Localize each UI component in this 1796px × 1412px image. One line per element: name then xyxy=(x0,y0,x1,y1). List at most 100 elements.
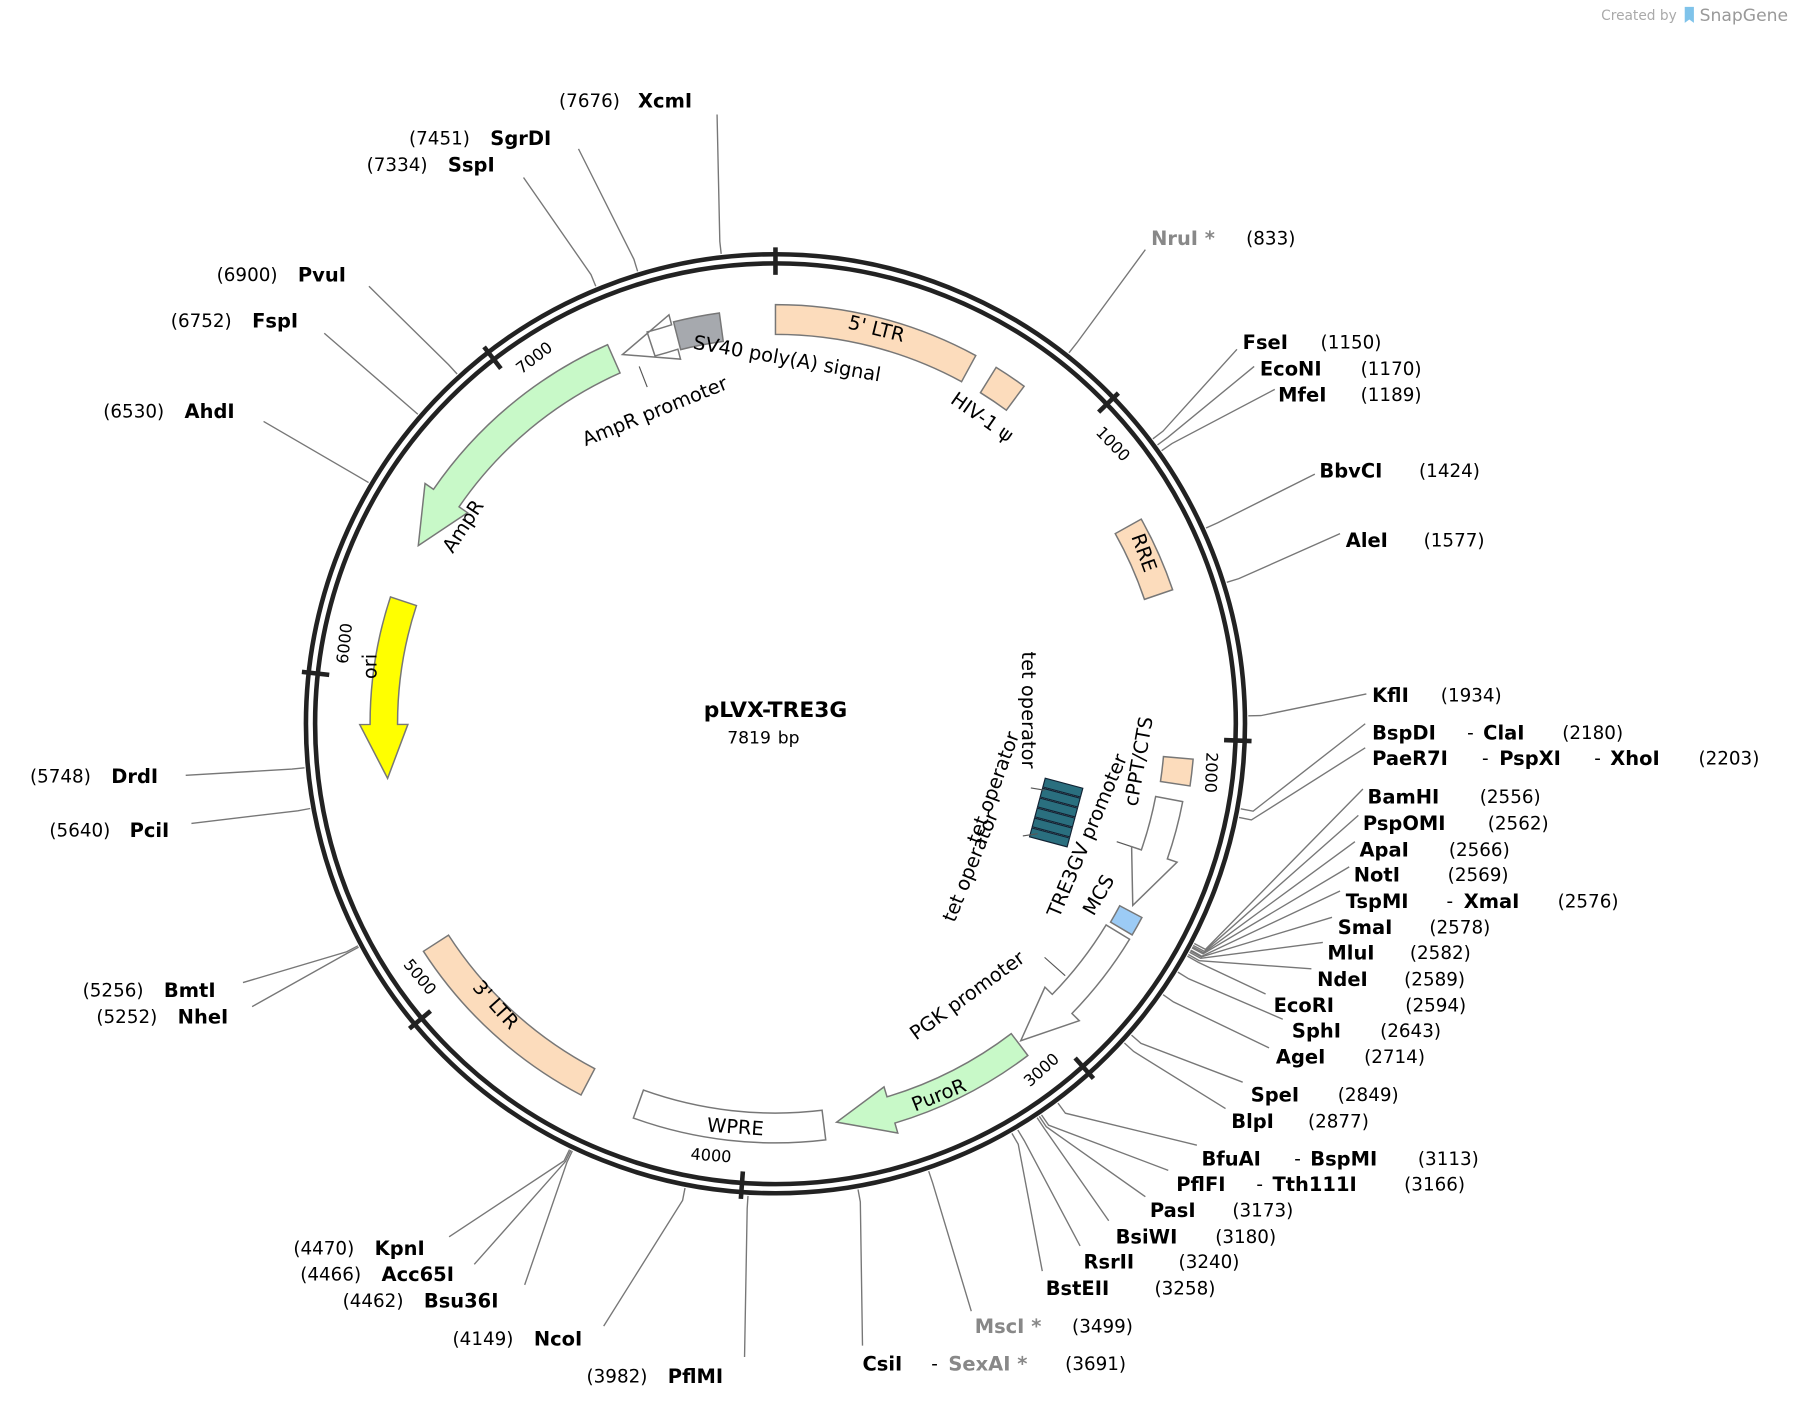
feature-shape xyxy=(672,312,725,351)
tet-block xyxy=(1039,787,1081,808)
ring-tick xyxy=(301,669,330,678)
tet-block xyxy=(1028,827,1071,848)
feature-label: tet operator xyxy=(1017,651,1040,768)
enzyme-name: KpnI xyxy=(375,1237,425,1260)
enzyme-name: MfeI xyxy=(1278,384,1326,407)
enzyme-name: PflFI xyxy=(1176,1173,1225,1196)
site-position: (1189) xyxy=(1361,385,1422,406)
feature-shape xyxy=(1019,923,1131,1042)
feature-shape xyxy=(417,343,622,548)
enzyme-name: XmaI xyxy=(1464,890,1520,913)
site-position: (4149) xyxy=(453,1329,514,1350)
site-position: (2849) xyxy=(1338,1085,1399,1106)
site-position: (3982) xyxy=(587,1367,648,1388)
site-position: (2877) xyxy=(1308,1111,1369,1132)
plasmid-name: pLVX-TRE3G xyxy=(704,698,848,723)
site-line xyxy=(1177,971,1284,1020)
enzyme-name: ApaI xyxy=(1360,838,1409,861)
feature-label: AmpR promoter xyxy=(579,372,731,451)
site-position: (1577) xyxy=(1424,531,1485,552)
enzyme-name: DrdI xyxy=(111,765,158,788)
site-position: (2589) xyxy=(1404,969,1465,990)
enzyme-name: RsrII xyxy=(1084,1251,1135,1274)
site-line xyxy=(1187,953,1312,970)
enzyme-name: NdeI xyxy=(1317,968,1368,991)
enzyme-name: CsiI xyxy=(862,1353,902,1376)
feature-label: WPRE xyxy=(706,1114,764,1141)
site-position: (5256) xyxy=(83,981,144,1002)
enzyme-separator: - xyxy=(1594,748,1601,769)
site-position: (1170) xyxy=(1361,359,1422,380)
site-position: (4470) xyxy=(293,1238,354,1259)
enzyme-name: Acc65I xyxy=(382,1263,454,1286)
enzyme-name: SgrDI xyxy=(490,127,551,150)
enzyme-separator: - xyxy=(1294,1149,1301,1170)
enzyme-separator: - xyxy=(1467,723,1474,744)
site-position: (3166) xyxy=(1404,1174,1465,1195)
enzyme-separator: - xyxy=(1447,891,1454,912)
site-line xyxy=(185,767,305,776)
feature-shape xyxy=(1159,755,1194,787)
enzyme-name: SmaI xyxy=(1338,916,1393,939)
site-line xyxy=(323,332,419,415)
site-position: (2576) xyxy=(1558,891,1619,912)
site-position: (2203) xyxy=(1698,748,1759,769)
enzyme-name: TspMI xyxy=(1346,890,1409,913)
site-line xyxy=(1187,955,1266,995)
backbone-outer xyxy=(303,251,1248,1196)
feature-shape xyxy=(1109,904,1143,936)
backbone-inner xyxy=(312,261,1239,1187)
site-line xyxy=(603,1187,686,1327)
site-position: (3499) xyxy=(1072,1316,1133,1337)
enzyme-name: PspXI xyxy=(1499,747,1561,770)
enzyme-name: KflI xyxy=(1372,684,1409,707)
enzyme-name: EcoNI xyxy=(1260,357,1322,380)
enzyme-name: PspOMI xyxy=(1363,812,1446,835)
site-position: (2578) xyxy=(1429,918,1490,939)
site-position: (3258) xyxy=(1155,1278,1216,1299)
site-line xyxy=(1189,941,1323,959)
enzyme-name: BlpI xyxy=(1231,1110,1274,1133)
enzyme-name: Tth111I xyxy=(1272,1173,1356,1196)
site-position: (7334) xyxy=(367,155,428,176)
enzyme-name: SphI xyxy=(1292,1019,1341,1042)
ring-tick xyxy=(738,1171,746,1200)
ring-tick xyxy=(1073,1056,1096,1081)
enzyme-name: BspMI xyxy=(1310,1148,1377,1171)
site-line xyxy=(473,1149,572,1265)
enzyme-name: BsiWI xyxy=(1116,1225,1178,1248)
enzyme-name: SpeI xyxy=(1251,1083,1299,1106)
ring-tick-label: 6000 xyxy=(333,622,356,665)
site-position: (2569) xyxy=(1448,865,1509,886)
enzyme-name: PasI xyxy=(1150,1199,1196,1222)
enzyme-name: NcoI xyxy=(534,1327,582,1350)
enzyme-name: BspDI xyxy=(1372,722,1436,745)
tet-operator-blocks xyxy=(1028,777,1084,848)
enzyme-name: SspI xyxy=(448,154,495,177)
enzyme-name: XcmI xyxy=(638,89,692,112)
enzyme-name: Bsu36I xyxy=(424,1290,499,1313)
ring-tick xyxy=(1097,391,1120,414)
site-line xyxy=(524,1150,573,1286)
feature-shape xyxy=(358,596,418,781)
site-position: (5252) xyxy=(96,1007,157,1028)
feature-shape xyxy=(422,934,596,1097)
site-position: (1934) xyxy=(1441,685,1502,706)
site-line xyxy=(1238,747,1366,821)
site-position: (3691) xyxy=(1065,1354,1126,1375)
feature-shape xyxy=(979,366,1026,412)
site-position: (2643) xyxy=(1380,1021,1441,1042)
site-line xyxy=(1157,365,1255,446)
site-line xyxy=(522,177,597,287)
feature-label: MCS xyxy=(1078,871,1119,919)
enzyme-name: FseI xyxy=(1243,331,1288,354)
site-line xyxy=(1017,1129,1081,1247)
site-line xyxy=(1191,866,1350,955)
plasmid-unit: bp xyxy=(778,729,800,749)
site-position: (6752) xyxy=(171,311,232,332)
enzyme-name: NruI * xyxy=(1151,227,1215,250)
brand: SnapGene xyxy=(1700,6,1788,26)
site-position: (2566) xyxy=(1449,840,1510,861)
